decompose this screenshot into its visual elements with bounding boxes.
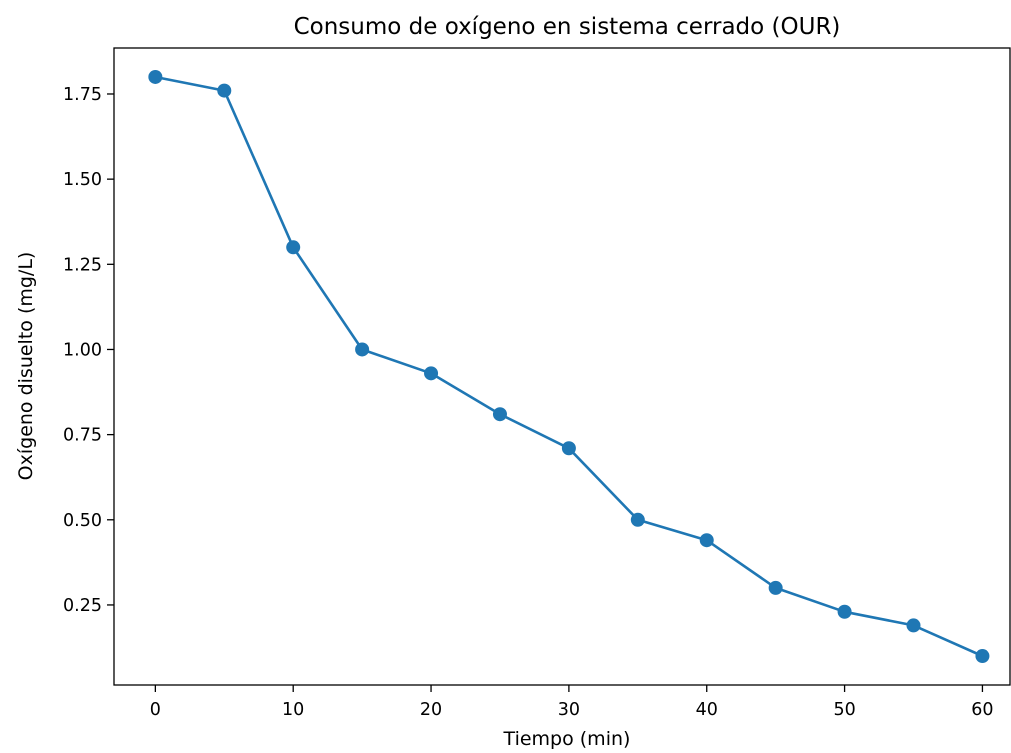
x-tick-label: 30 <box>558 700 580 720</box>
y-tick-label: 1.50 <box>63 170 102 190</box>
data-point <box>975 649 990 664</box>
axes-frame <box>113 47 1011 686</box>
x-tick-label: 0 <box>150 700 161 720</box>
data-point <box>355 342 370 357</box>
x-axis-label: Tiempo (min) <box>503 728 631 750</box>
data-point <box>561 441 576 456</box>
y-tick-label: 1.25 <box>63 255 102 275</box>
series-line <box>155 75 983 658</box>
data-point <box>492 407 507 422</box>
data-point <box>630 512 645 527</box>
data-point <box>286 240 301 255</box>
y-tick-label: 0.25 <box>63 596 102 616</box>
x-tick-label: 40 <box>696 700 718 720</box>
data-point <box>148 69 163 84</box>
x-tick-label: 50 <box>833 700 855 720</box>
data-point <box>424 366 439 381</box>
y-tick-label: 0.75 <box>63 426 102 446</box>
data-point <box>699 533 714 548</box>
data-point <box>837 604 852 619</box>
chart-title: Consumo de oxígeno en sistema cerrado (O… <box>294 14 841 40</box>
y-tick-label: 1.00 <box>63 340 102 360</box>
data-point <box>217 83 232 98</box>
x-tick-label: 10 <box>282 700 304 720</box>
data-point <box>768 580 783 595</box>
plot-area: 0 10 20 30 40 50 60 0.25 0.50 0.75 1.00 1.25 1.50 1.7… <box>63 47 1011 720</box>
x-tick-label: 20 <box>420 700 442 720</box>
y-tick-label: 1.75 <box>63 85 102 105</box>
data-point <box>906 618 921 633</box>
x-tick-label: 60 <box>971 700 993 720</box>
y-axis-label: Oxígeno disuelto (mg/L) <box>15 252 37 481</box>
y-tick-label: 0.50 <box>63 511 102 531</box>
